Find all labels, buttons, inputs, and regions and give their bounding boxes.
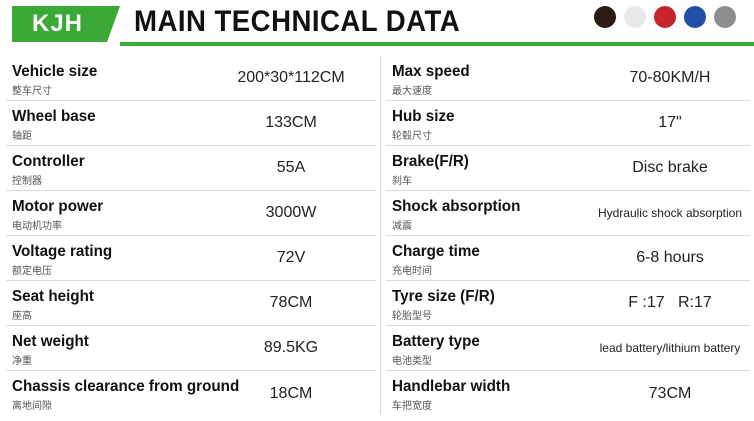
color-swatch-black — [594, 6, 616, 28]
spec-value: 89.5KG — [263, 339, 319, 356]
spec-label-cn: 额定电压 — [12, 266, 52, 277]
spec-row: Tyre size (F/R) 轮胎型号 F :17 R:17 — [386, 281, 750, 326]
spec-label: Vehicle size — [12, 63, 98, 80]
spec-label-cn: 净重 — [12, 356, 32, 367]
spec-label: Chassis clearance from ground — [12, 378, 240, 395]
spec-row: Voltage rating 额定电压 72V — [6, 236, 376, 281]
spec-value: 17" — [658, 114, 682, 131]
spec-label: Charge time — [392, 243, 480, 260]
spec-row: Chassis clearance from ground 离地间隙 18CM — [6, 371, 376, 416]
brand-badge: KJH — [12, 6, 120, 42]
spec-row: Max speed 最大速度 70-80KM/H — [386, 56, 750, 101]
spec-value: 18CM — [269, 384, 313, 402]
spec-label: Max speed — [392, 63, 470, 80]
spec-value: 6-8 hours — [636, 249, 704, 266]
spec-label: Hub size — [392, 108, 455, 125]
brand-name: KJH — [32, 10, 84, 37]
header: KJH MAIN TECHNICAL DATA — [0, 0, 754, 48]
spec-label: Shock absorption — [392, 198, 521, 215]
spec-label-cn: 电动机功率 — [12, 221, 62, 232]
spec-row: Controller 控制器 55A — [6, 146, 376, 191]
spec-label-cn: 轴距 — [12, 131, 32, 142]
spec-value: lead battery/lithium battery — [599, 341, 741, 355]
spec-label: Controller — [12, 153, 85, 170]
spec-value: 3000W — [265, 204, 317, 221]
spec-label-cn: 轮胎型号 — [392, 311, 432, 322]
header-divider — [120, 42, 754, 46]
spec-label-cn: 整车尺寸 — [12, 86, 52, 97]
color-swatch-red — [654, 6, 676, 28]
spec-value: 73CM — [648, 384, 692, 402]
spec-row: Hub size 轮毂尺寸 17" — [386, 101, 750, 146]
spec-label: Seat height — [12, 288, 94, 305]
spec-column-left: Vehicle size 整车尺寸 200*30*112CM Wheel base… — [6, 56, 376, 416]
spec-row: Handlebar width 车把宽度 73CM — [386, 371, 750, 416]
spec-value: 133CM — [265, 114, 317, 131]
spec-value: 55A — [276, 159, 306, 176]
spec-table: Vehicle size 整车尺寸 200*30*112CM Wheel base… — [6, 56, 750, 416]
spec-label: Handlebar width — [392, 378, 511, 395]
spec-row: Wheel base 轴距 133CM — [6, 101, 376, 146]
spec-row: Battery type 电池类型 lead battery/lithium ba… — [386, 326, 750, 371]
spec-value: Hydraulic shock absorption — [597, 206, 743, 220]
spec-value: Disc brake — [632, 159, 708, 176]
spec-row: Charge time 充电时间 6-8 hours — [386, 236, 750, 281]
spec-label-cn: 刹车 — [392, 176, 412, 187]
color-swatch-blue — [684, 6, 706, 28]
spec-label-cn: 减震 — [392, 221, 412, 232]
spec-label: Brake(F/R) — [392, 153, 469, 170]
spec-label: Voltage rating — [12, 243, 113, 260]
spec-value: 70-80KM/H — [629, 69, 711, 86]
spec-value: 78CM — [269, 294, 313, 311]
spec-label: Battery type — [392, 333, 480, 350]
color-options — [594, 6, 736, 28]
spec-column-right: Max speed 最大速度 70-80KM/H Hub size 轮毂尺寸 17"… — [386, 56, 750, 416]
spec-row: Motor power 电动机功率 3000W — [6, 191, 376, 236]
spec-label-cn: 离地间隙 — [12, 401, 52, 412]
spec-label-cn: 最大速度 — [392, 86, 432, 97]
column-divider — [380, 56, 381, 414]
spec-label: Tyre size (F/R) — [392, 288, 495, 305]
spec-label-cn: 电池类型 — [392, 356, 432, 367]
color-swatch-gray — [714, 6, 736, 28]
spec-row: Brake(F/R) 刹车 Disc brake — [386, 146, 750, 191]
spec-label-cn: 轮毂尺寸 — [392, 131, 432, 142]
spec-value: 72V — [276, 249, 306, 266]
spec-row: Net weight 净重 89.5KG — [6, 326, 376, 371]
spec-label-cn: 座高 — [12, 311, 32, 322]
spec-row: Vehicle size 整车尺寸 200*30*112CM — [6, 56, 376, 101]
spec-label: Net weight — [12, 333, 89, 350]
spec-value: F :17 R:17 — [628, 294, 712, 311]
spec-value: 200*30*112CM — [237, 69, 345, 86]
spec-label-cn: 车把宽度 — [392, 401, 432, 412]
spec-row: Shock absorption 减震 Hydraulic shock absor… — [386, 191, 750, 236]
page-title: MAIN TECHNICAL DATA — [134, 5, 461, 38]
color-swatch-white — [624, 6, 646, 28]
spec-label-cn: 充电时间 — [392, 266, 432, 277]
spec-label-cn: 控制器 — [12, 176, 42, 187]
spec-row: Seat height 座高 78CM — [6, 281, 376, 326]
spec-label: Wheel base — [12, 108, 96, 125]
spec-label: Motor power — [12, 198, 104, 215]
